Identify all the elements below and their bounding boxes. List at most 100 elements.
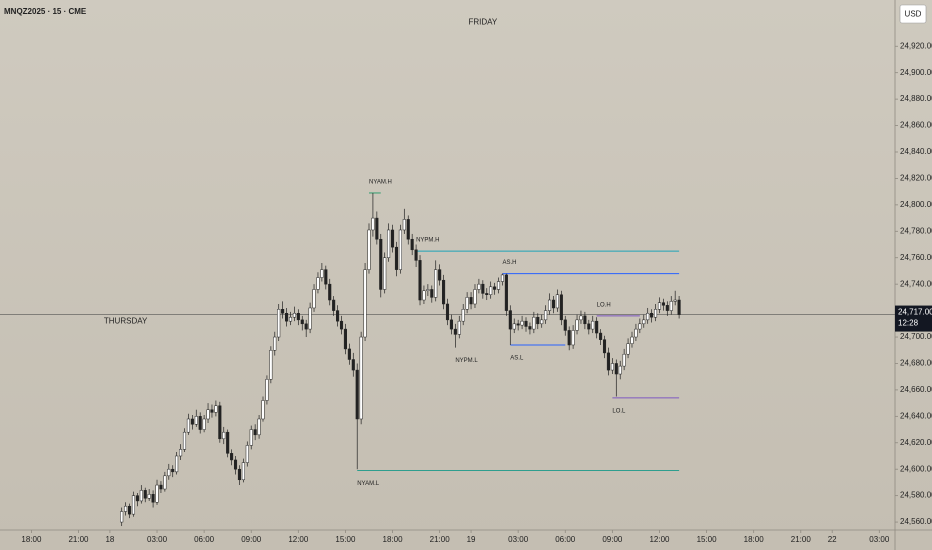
level-label: AS.H xyxy=(502,260,516,266)
candle-body xyxy=(414,249,418,261)
candle-body xyxy=(520,320,524,326)
candle-body xyxy=(445,303,450,321)
x-tick-label: 19 xyxy=(467,535,476,544)
x-tick-label: 06:00 xyxy=(555,535,576,544)
candle-body xyxy=(544,310,548,321)
x-tick-label: 21:00 xyxy=(430,535,451,544)
candle-body xyxy=(477,283,481,290)
candle-body xyxy=(292,312,296,318)
y-tick-label: 24,700.00 xyxy=(900,332,932,341)
y-tick-label: 24,740.00 xyxy=(900,279,932,288)
session-label: FRIDAY xyxy=(468,18,497,27)
candle-body xyxy=(646,312,650,321)
currency[interactable]: USD xyxy=(905,10,922,19)
x-tick-label: 12:00 xyxy=(649,535,670,544)
candle-body xyxy=(418,260,422,301)
x-tick-label: 18:00 xyxy=(383,535,404,544)
candle-body xyxy=(532,316,536,330)
candle-body xyxy=(634,328,638,338)
candle-body xyxy=(673,299,677,302)
y-tick-label: 24,840.00 xyxy=(900,147,932,156)
candle-body xyxy=(630,336,634,344)
x-tick-label: 03:00 xyxy=(147,535,168,544)
candle-body xyxy=(430,289,434,298)
candle-body xyxy=(677,299,681,315)
candle-body xyxy=(602,339,607,354)
x-tick-label: 09:00 xyxy=(241,535,262,544)
candle-body xyxy=(300,319,304,325)
candle-body xyxy=(551,299,556,309)
candle-body xyxy=(379,238,383,290)
candle-body xyxy=(363,269,367,338)
candle-body xyxy=(567,330,571,346)
session-label: THURSDAY xyxy=(104,316,148,325)
candle-body xyxy=(359,336,363,420)
candle-body xyxy=(500,274,505,282)
candle-body xyxy=(375,217,379,240)
currency-box[interactable] xyxy=(899,4,927,24)
candle-body xyxy=(563,319,567,331)
level-label: LO.L xyxy=(612,408,626,414)
candle-body xyxy=(618,365,622,375)
candle-body xyxy=(528,326,532,330)
candle-body xyxy=(473,289,477,305)
candle-body xyxy=(194,416,198,425)
candle-body xyxy=(559,294,563,321)
candle-body xyxy=(606,352,610,371)
candle-body xyxy=(654,309,658,318)
x-tick-label: 03:00 xyxy=(508,535,529,544)
y-tick-label: 24,660.00 xyxy=(900,385,932,394)
candle-body xyxy=(186,418,190,433)
candle-body xyxy=(296,312,300,321)
candle-body xyxy=(457,320,461,335)
candle-body xyxy=(394,246,399,270)
candle-body xyxy=(383,257,387,290)
candle-body xyxy=(237,468,241,481)
candle-body xyxy=(120,511,124,523)
candle-body xyxy=(159,484,163,490)
candle-body xyxy=(355,369,359,420)
y-tick-label: 24,600.00 xyxy=(900,464,932,473)
candle-body xyxy=(143,490,147,499)
x-tick-label: 18:00 xyxy=(744,535,765,544)
x-tick-label: 03:00 xyxy=(869,535,890,544)
candle-body xyxy=(626,343,630,355)
candle-body xyxy=(489,286,493,295)
x-tick-label: 18:00 xyxy=(21,535,42,544)
candle-body xyxy=(328,283,332,301)
candle-body xyxy=(182,431,187,450)
candle-body xyxy=(324,269,328,285)
candle-body xyxy=(665,305,669,311)
candle-body xyxy=(453,328,457,335)
level-label: AS.L xyxy=(510,356,524,362)
y-tick-label: 24,680.00 xyxy=(900,359,932,368)
candle-body xyxy=(273,336,277,351)
level-label: LO.H xyxy=(597,302,611,308)
candle-body xyxy=(206,409,210,420)
candle-body xyxy=(406,219,410,240)
candle-body xyxy=(524,320,528,327)
candle-body xyxy=(669,301,673,311)
candle-body xyxy=(202,418,206,430)
x-tick-label: 15:00 xyxy=(697,535,718,544)
candle-body xyxy=(261,400,265,420)
candle-body xyxy=(241,462,245,481)
candle-body xyxy=(548,299,552,311)
x-tick-label: 18 xyxy=(105,535,114,544)
candle-body xyxy=(465,297,469,310)
candle-body xyxy=(461,309,465,322)
candle-body xyxy=(387,229,391,258)
candle-body xyxy=(438,269,442,281)
candle-body xyxy=(155,484,159,503)
x-tick-label: 21:00 xyxy=(791,535,812,544)
candle-body xyxy=(614,363,618,375)
symbol-title: MNQZ2025 · 15 · CME xyxy=(4,7,87,16)
candle-body xyxy=(599,332,603,340)
candle-body xyxy=(135,495,139,502)
candle-body xyxy=(249,429,253,446)
y-tick-label: 24,760.00 xyxy=(900,253,932,262)
candle-body xyxy=(469,297,473,305)
candle-body xyxy=(308,307,312,330)
